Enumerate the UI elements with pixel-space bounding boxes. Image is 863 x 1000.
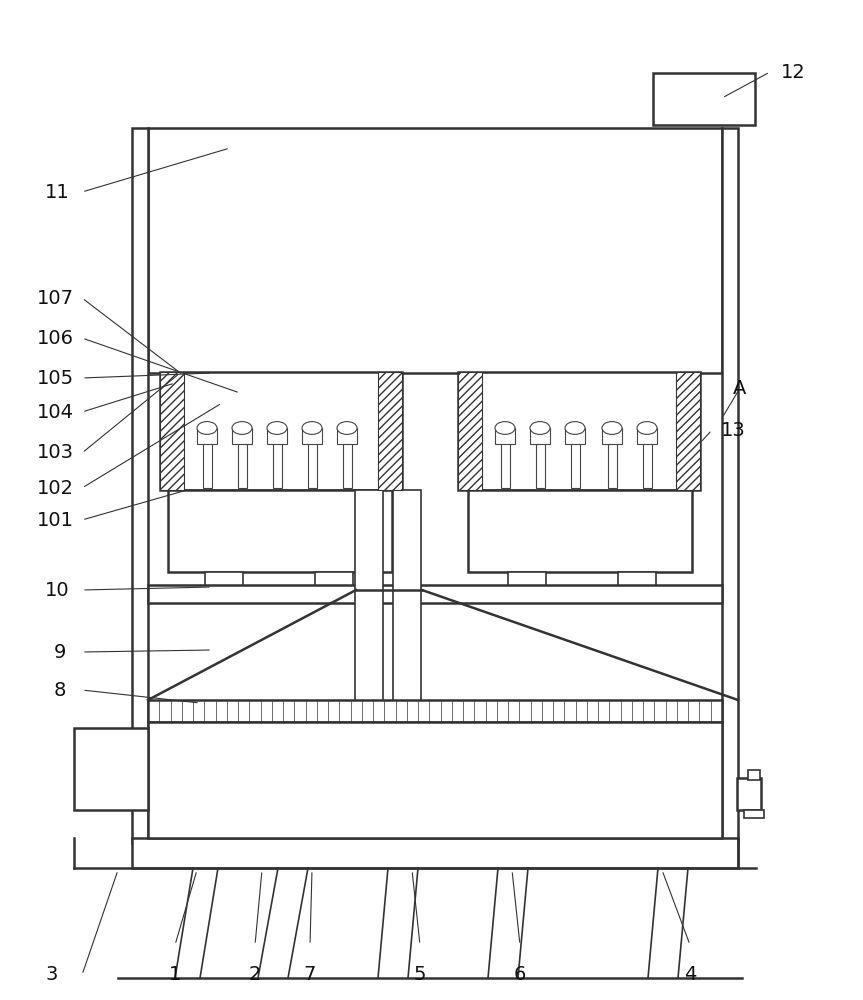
Text: 11: 11 (45, 182, 69, 202)
Ellipse shape (565, 422, 585, 434)
Text: 107: 107 (36, 288, 73, 308)
Ellipse shape (637, 422, 657, 434)
Text: 2: 2 (249, 966, 261, 984)
Bar (458, 372, 700, 490)
Text: 1: 1 (169, 966, 181, 984)
Text: 104: 104 (36, 402, 73, 422)
Text: 103: 103 (36, 444, 73, 462)
Bar (343, 436, 351, 488)
Ellipse shape (602, 422, 622, 434)
Bar (74, 728, 148, 810)
Bar (232, 428, 252, 444)
Ellipse shape (495, 422, 515, 434)
Bar (508, 572, 546, 590)
Text: 6: 6 (513, 966, 526, 984)
Text: 105: 105 (36, 368, 73, 387)
Bar (205, 572, 243, 590)
Text: 102: 102 (36, 479, 73, 497)
Bar (495, 428, 515, 444)
Text: 101: 101 (36, 510, 73, 530)
Bar (570, 436, 579, 488)
Bar (302, 428, 322, 444)
Bar (160, 372, 184, 490)
Bar (237, 436, 247, 488)
Bar (737, 778, 761, 810)
Text: 4: 4 (683, 966, 696, 984)
Bar (642, 436, 652, 488)
Bar (468, 490, 692, 572)
Bar (148, 128, 722, 373)
Bar (458, 372, 482, 490)
Bar (315, 572, 353, 590)
Text: 3: 3 (46, 966, 58, 984)
Bar (637, 428, 657, 444)
Text: 13: 13 (721, 420, 746, 440)
Text: 5: 5 (413, 966, 426, 984)
Bar (602, 428, 622, 444)
Ellipse shape (267, 422, 287, 434)
Bar (530, 428, 550, 444)
Bar (676, 372, 700, 490)
Bar (148, 722, 722, 838)
Bar (337, 428, 357, 444)
Text: 106: 106 (36, 328, 73, 348)
Bar (273, 436, 281, 488)
Bar (307, 436, 317, 488)
Bar (744, 810, 764, 818)
Bar (203, 436, 211, 488)
Text: 9: 9 (54, 643, 66, 662)
Bar (148, 700, 722, 722)
Bar (160, 372, 402, 490)
Bar (132, 128, 148, 843)
Ellipse shape (232, 422, 252, 434)
Bar (565, 428, 585, 444)
Bar (168, 490, 392, 572)
Bar (355, 490, 383, 703)
Bar (501, 436, 509, 488)
Bar (132, 838, 738, 868)
Text: 7: 7 (304, 966, 316, 984)
Ellipse shape (302, 422, 322, 434)
Bar (197, 428, 217, 444)
Text: 12: 12 (781, 62, 805, 82)
Bar (722, 128, 738, 843)
Bar (618, 572, 656, 590)
Bar (536, 436, 545, 488)
Bar (148, 585, 722, 603)
Bar (608, 436, 616, 488)
Bar (267, 428, 287, 444)
Ellipse shape (530, 422, 550, 434)
Text: A: A (734, 378, 746, 397)
Ellipse shape (337, 422, 357, 434)
Text: 8: 8 (54, 680, 66, 700)
Bar (393, 490, 421, 703)
Bar (748, 770, 760, 780)
Bar (378, 372, 402, 490)
Text: 10: 10 (45, 580, 69, 599)
Bar (653, 73, 755, 125)
Ellipse shape (197, 422, 217, 434)
